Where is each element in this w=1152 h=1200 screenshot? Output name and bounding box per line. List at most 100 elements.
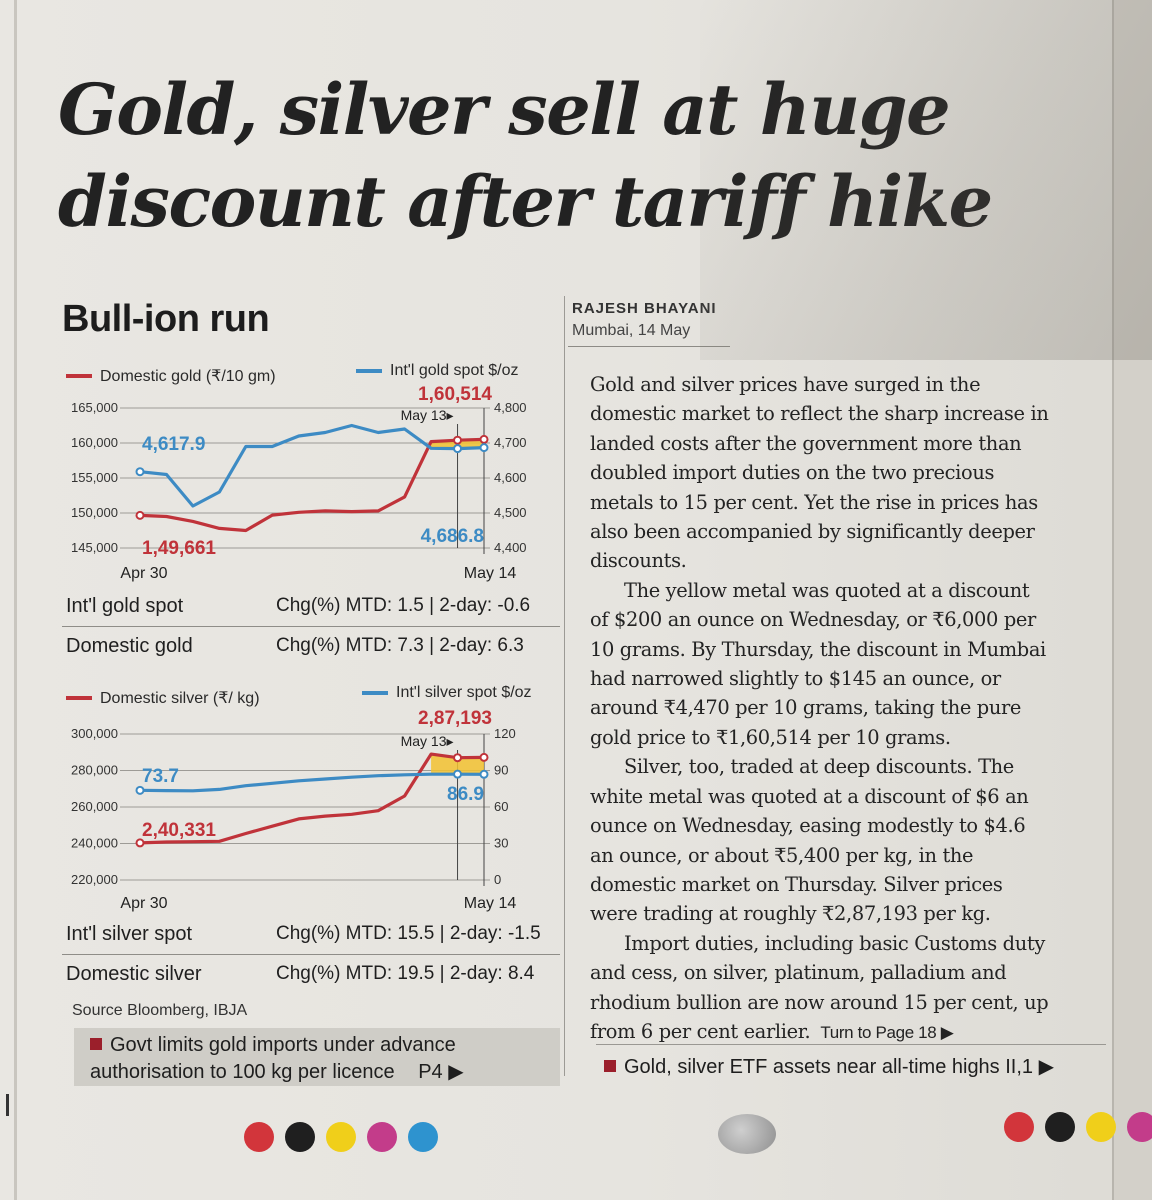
article-body: Gold and silver prices have surged in th… bbox=[590, 370, 1052, 1047]
right-tick-label: 4,700 bbox=[494, 435, 527, 450]
headline: Gold, silver sell at huge discount after… bbox=[58, 68, 993, 243]
registration-dot bbox=[367, 1122, 397, 1152]
right-tick-label: 4,400 bbox=[494, 540, 527, 555]
article-paragraph: The yellow metal was quoted at a discoun… bbox=[590, 578, 1046, 749]
left-tick-label: 300,000 bbox=[71, 726, 118, 741]
intl-swatch bbox=[356, 369, 382, 373]
intl-end-label: 86.9 bbox=[447, 784, 484, 805]
intl-series-line bbox=[139, 423, 485, 508]
data-point bbox=[479, 769, 489, 779]
registration-dots-right bbox=[1004, 1112, 1152, 1142]
left-tick-label: 165,000 bbox=[71, 400, 118, 415]
right-tick-label: 0 bbox=[494, 872, 501, 887]
legend-label: Int'l gold spot $/oz bbox=[390, 362, 519, 379]
marker-label: May 13▸ bbox=[401, 733, 454, 749]
registration-dot bbox=[244, 1122, 274, 1152]
right-tick-label: 4,800 bbox=[494, 400, 527, 415]
right-margin-rule bbox=[1112, 0, 1114, 1200]
left-tick-label: 260,000 bbox=[71, 799, 118, 814]
registration-dot bbox=[408, 1122, 438, 1152]
registration-dot bbox=[285, 1122, 315, 1152]
domestic-end-label: 1,60,514 bbox=[418, 384, 492, 405]
teaser-rule bbox=[596, 1044, 1106, 1045]
data-point bbox=[453, 435, 463, 445]
silver-legend-domestic: Domestic silver (₹/ kg) bbox=[66, 688, 260, 708]
article-paragraph: Silver, too, traded at deep discounts. T… bbox=[590, 755, 1029, 926]
silver-legend-intl: Int'l silver spot $/oz bbox=[362, 684, 532, 702]
teaser-page[interactable]: P4 ▶ bbox=[418, 1061, 464, 1083]
gold-legend-intl: Int'l gold spot $/oz bbox=[356, 362, 518, 380]
silver-chart: 300,000 280,000 260,000 240,000 220,000 120 90… bbox=[71, 708, 517, 912]
left-tick-label: 240,000 bbox=[71, 836, 118, 851]
turn-to-page-link[interactable]: Turn to Page 18 ▶ bbox=[820, 1022, 954, 1042]
left-margin-rule bbox=[14, 0, 17, 1200]
left-tick-label: 160,000 bbox=[71, 435, 118, 450]
gold-legend-domestic: Domestic gold (₹/10 gm) bbox=[66, 366, 276, 386]
bullet-square-icon bbox=[90, 1038, 102, 1050]
stat-divider bbox=[62, 626, 560, 627]
data-point bbox=[453, 769, 463, 779]
right-tick-label: 4,600 bbox=[494, 470, 527, 485]
stat-label: Int'l gold spot bbox=[66, 594, 184, 617]
intl-end-label: 4,686.8 bbox=[421, 526, 484, 547]
legend-label: Int'l silver spot $/oz bbox=[396, 684, 532, 701]
registration-dot bbox=[1045, 1112, 1075, 1142]
teaser-left[interactable]: Govt limits gold imports under advance a… bbox=[90, 1032, 550, 1086]
registration-dot bbox=[1086, 1112, 1116, 1142]
left-tick-label: 145,000 bbox=[71, 540, 118, 555]
stat-row-domestic-gold: Domestic gold Chg(%) MTD: 7.3 | 2-day: 6… bbox=[66, 628, 560, 664]
left-tick-label: 150,000 bbox=[71, 505, 118, 520]
registration-dot bbox=[1127, 1112, 1152, 1142]
byline-dateline: Mumbai, 14 May bbox=[572, 322, 691, 339]
domestic-start-label: 1,49,661 bbox=[142, 538, 216, 559]
x-end-label: May 14 bbox=[464, 565, 517, 582]
data-point bbox=[453, 753, 463, 763]
stat-label: Domestic silver bbox=[66, 962, 202, 985]
article-paragraph: Import duties, including basic Customs d… bbox=[590, 929, 1052, 1048]
intl-start-label: 4,617.9 bbox=[142, 434, 205, 455]
stat-row-domestic-silver: Domestic silver Chg(%) MTD: 19.5 | 2-day… bbox=[66, 956, 560, 992]
data-point bbox=[135, 510, 145, 520]
data-point bbox=[479, 434, 489, 444]
right-tick-label: 60 bbox=[494, 799, 508, 814]
teaser-right[interactable]: Gold, silver ETF assets near all-time hi… bbox=[604, 1054, 1054, 1079]
stat-row-intl-gold: Int'l gold spot Chg(%) MTD: 1.5 | 2-day:… bbox=[66, 588, 560, 624]
article-paragraph: Gold and silver prices have surged in th… bbox=[590, 373, 1049, 573]
right-tick-label: 30 bbox=[494, 836, 508, 851]
chart-source: Source Bloomberg, IBJA bbox=[72, 1002, 248, 1019]
stat-row-intl-silver: Int'l silver spot Chg(%) MTD: 15.5 | 2-d… bbox=[66, 916, 560, 952]
teaser-text: Gold, silver ETF assets near all-time hi… bbox=[624, 1056, 1054, 1078]
right-tick-label: 120 bbox=[494, 726, 516, 741]
adjacent-page-edge bbox=[1112, 0, 1152, 1200]
data-point bbox=[135, 838, 145, 848]
domestic-series-line bbox=[139, 752, 485, 845]
teaser-text: Govt limits gold imports under advance a… bbox=[90, 1034, 456, 1083]
data-point bbox=[453, 444, 463, 454]
data-point bbox=[135, 785, 145, 795]
stat-label: Domestic gold bbox=[66, 634, 193, 657]
legend-label: Domestic silver (₹/ kg) bbox=[100, 690, 260, 707]
intl-start-label: 73.7 bbox=[142, 766, 179, 787]
stat-value: Chg(%) MTD: 15.5 | 2-day: -1.5 bbox=[276, 923, 541, 944]
intl-swatch bbox=[362, 691, 388, 695]
domestic-series-line bbox=[139, 437, 485, 533]
x-end-label: May 14 bbox=[464, 895, 517, 912]
data-point bbox=[479, 752, 489, 762]
domestic-start-label: 2,40,331 bbox=[142, 820, 216, 841]
left-tick-label: 220,000 bbox=[71, 872, 118, 887]
stat-label: Int'l silver spot bbox=[66, 922, 193, 945]
left-tick-label: 280,000 bbox=[71, 763, 118, 778]
byline-author: RAJESH BHAYANI bbox=[572, 300, 717, 317]
gold-chart: 165,000 160,000 155,000 150,000 145,000 4,800… bbox=[71, 384, 527, 582]
domestic-swatch bbox=[66, 374, 92, 378]
right-tick-label: 90 bbox=[494, 763, 508, 778]
intl-series-line bbox=[139, 772, 485, 793]
teaser-box bbox=[74, 1028, 560, 1086]
registration-dot bbox=[1004, 1112, 1034, 1142]
stat-value: Chg(%) MTD: 7.3 | 2-day: 6.3 bbox=[276, 635, 524, 656]
stat-divider bbox=[62, 954, 560, 955]
x-start-label: Apr 30 bbox=[120, 565, 167, 582]
margin-tick bbox=[6, 1094, 9, 1116]
legend-label: Domestic gold (₹/10 gm) bbox=[100, 368, 276, 385]
